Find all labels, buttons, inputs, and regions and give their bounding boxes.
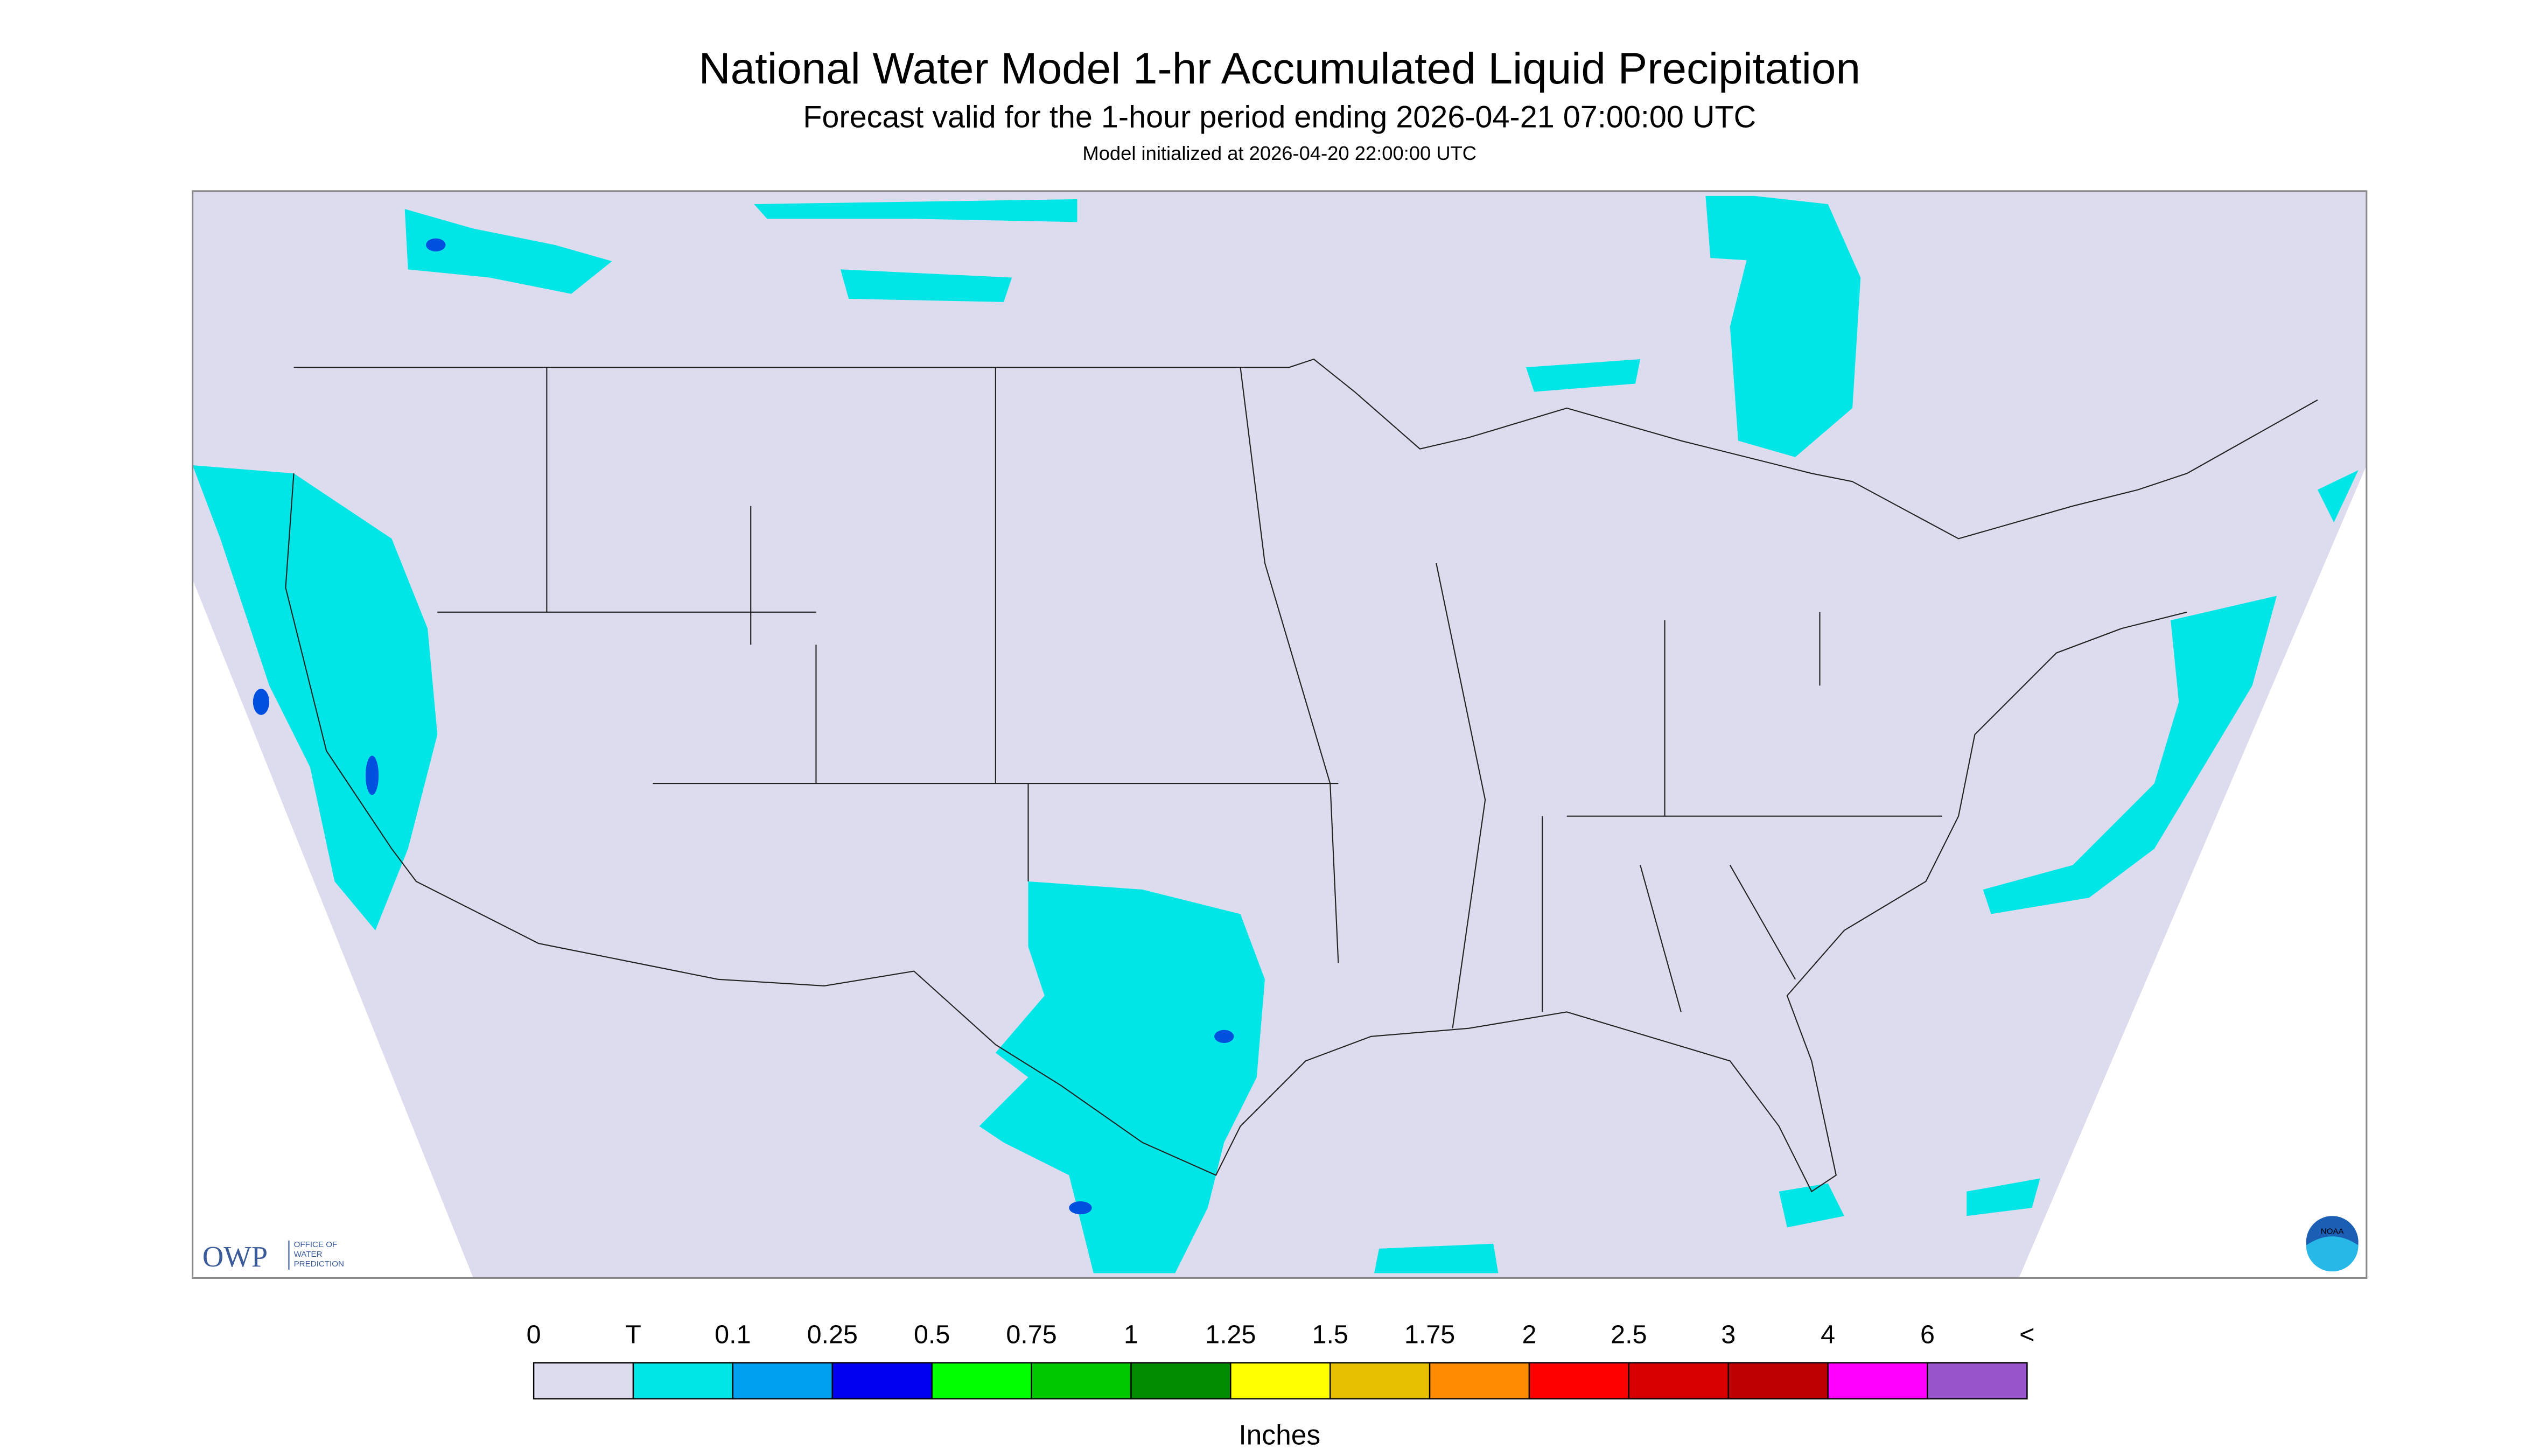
legend-swatch	[1727, 1362, 1829, 1399]
legend-label: 4	[1821, 1320, 1835, 1349]
borders	[285, 358, 2318, 1193]
legend-label: 2.5	[1611, 1320, 1647, 1349]
legend-swatch	[1329, 1362, 1431, 1399]
legend-label: 6	[1920, 1320, 1935, 1349]
legend-label: 1.25	[1205, 1320, 1256, 1349]
map: OWP OFFICE OF WATER PREDICTION NOAA	[192, 190, 2368, 1279]
legend-swatch	[1628, 1362, 1729, 1399]
legend-swatch	[632, 1362, 734, 1399]
legend-label: 0.1	[715, 1320, 751, 1349]
legend-label: 2	[1522, 1320, 1536, 1349]
owp-logo-text: OWP	[202, 1240, 268, 1273]
legend-swatch	[831, 1362, 933, 1399]
legend-swatch	[1230, 1362, 1331, 1399]
owp-logo-caption: PREDICTION	[294, 1259, 344, 1269]
legend-label: 3	[1721, 1320, 1736, 1349]
title: National Water Model 1-hr Accumulated Li…	[699, 44, 1860, 93]
subtitle: Forecast valid for the 1-hour period end…	[803, 100, 1756, 135]
map-border	[192, 190, 2368, 1279]
legend-label: 1.75	[1404, 1320, 1455, 1349]
precip-areas	[192, 195, 2359, 1273]
legend-swatch	[1927, 1362, 2028, 1399]
legend-swatch	[1827, 1362, 1928, 1399]
legend-label: 0.75	[1006, 1320, 1056, 1349]
legend-swatch	[533, 1362, 634, 1399]
domain	[192, 191, 2367, 1278]
legend-label: 0	[527, 1320, 541, 1349]
legend-label: 1	[1124, 1320, 1138, 1349]
precip-heavy	[253, 238, 1234, 1215]
legend-unit: Inches	[1238, 1419, 1320, 1451]
legend-label: T	[625, 1320, 641, 1349]
legend-swatch	[1528, 1362, 1630, 1399]
legend-swatch	[732, 1362, 833, 1399]
legend-label: 0.25	[807, 1320, 858, 1349]
legend-label: 1.5	[1312, 1320, 1348, 1349]
legend-swatch	[1429, 1362, 1530, 1399]
noaa-logo: NOAA	[2306, 1216, 2359, 1272]
noaa-logo-text: NOAA	[2321, 1227, 2345, 1236]
legend-label: <	[2019, 1320, 2034, 1349]
legend: 0 T 0.1 0.25 0.5 0.75 1 1.25 1.5 1.75 2 2.5 3 4 6 <	[527, 1320, 2035, 1399]
owp-logo-caption: WATER	[294, 1250, 323, 1259]
legend-swatch	[931, 1362, 1032, 1399]
owp-logo-caption: OFFICE OF	[294, 1240, 338, 1249]
legend-swatch	[1130, 1362, 1231, 1399]
init-time: Model initialized at 2026-04-20 22:00:00…	[1082, 142, 1477, 164]
legend-swatch	[1031, 1362, 1132, 1399]
legend-label: 0.5	[914, 1320, 950, 1349]
owp-logo: OWP OFFICE OF WATER PREDICTION	[202, 1240, 344, 1273]
